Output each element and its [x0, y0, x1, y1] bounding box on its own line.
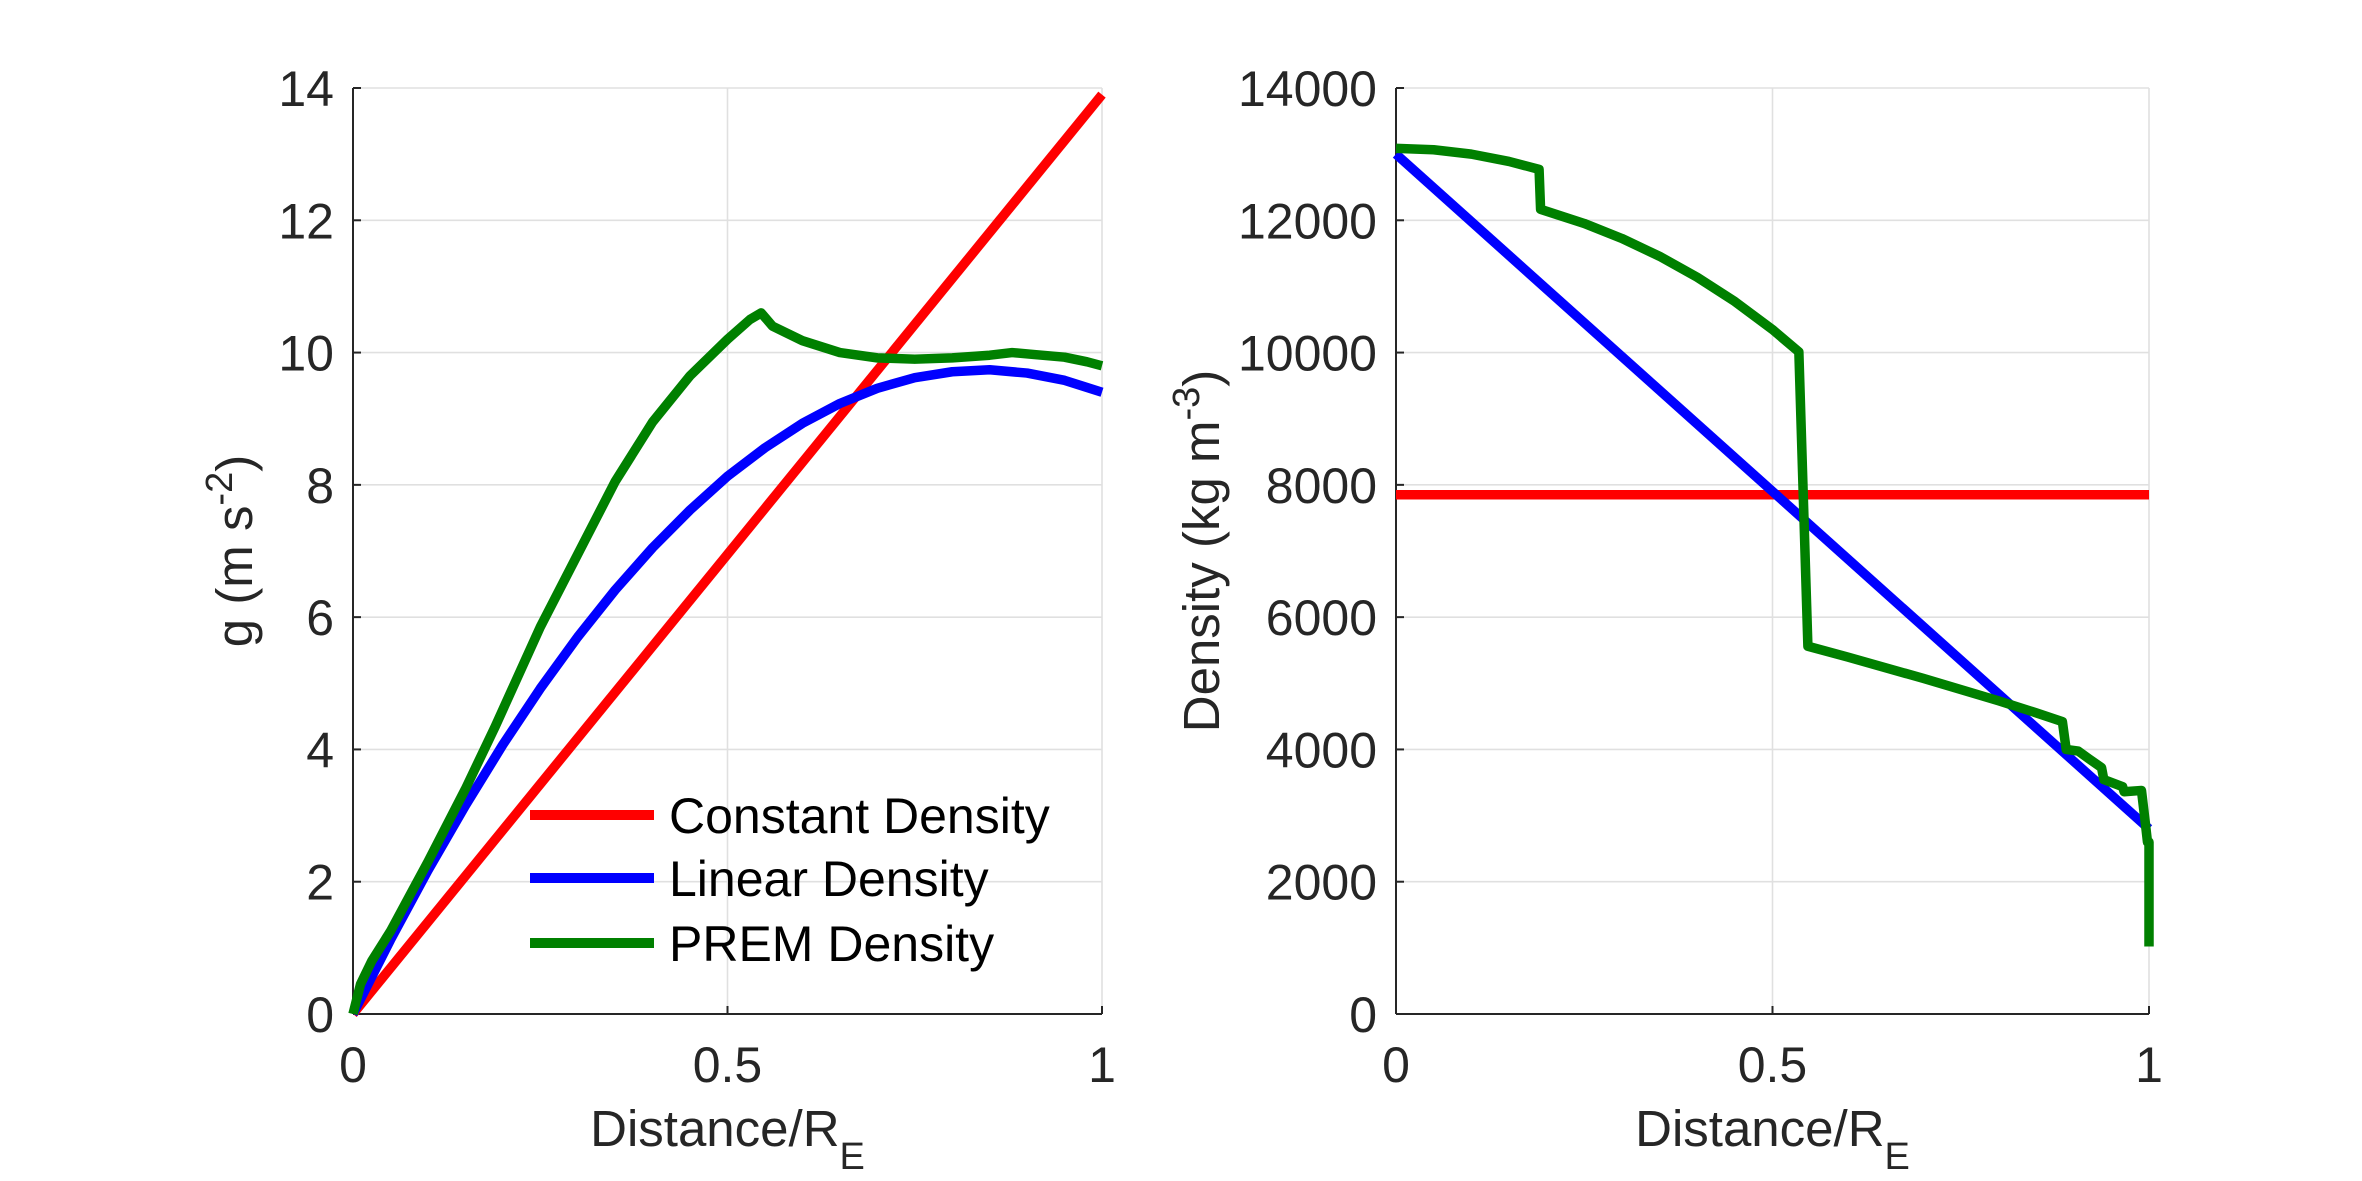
density-axes: 0 0.5 1 0 2000 4000 6000 8000 10000 12000 14000 Di…: [1166, 61, 2163, 1178]
gravity-x-tick-label: 0.5: [693, 1037, 763, 1093]
gravity-x-tick-label: 0: [339, 1037, 367, 1093]
x-axis-label-text: Distance/R: [590, 1100, 839, 1157]
density-y-tick-label: 8000: [1266, 458, 1377, 514]
gravity-x-tick-label: 1: [1088, 1037, 1116, 1093]
gravity-line-linear-density: [348, 365, 1104, 1017]
legend-label-constant-density: Constant Density: [669, 788, 1050, 844]
density-y-tick-label: 14000: [1238, 61, 1377, 117]
density-ticks: 0 0.5 1 0 2000 4000 6000 8000 10000 12000 14000: [1238, 61, 2163, 1093]
gravity-y-tick-label: 2: [306, 855, 334, 911]
gravity-series: [348, 91, 1106, 1018]
legend-item-linear-density: Linear Density: [530, 851, 989, 907]
gravity-y-tick-label: 12: [278, 193, 334, 249]
legend-label-linear-density: Linear Density: [669, 851, 989, 907]
density-y-tick-label: 6000: [1266, 590, 1377, 646]
gravity-line-constant-density: [349, 91, 1106, 1018]
density-x-tick-label: 1: [2135, 1037, 2163, 1093]
density-y-tick-label: 12000: [1238, 193, 1377, 249]
density-y-axis-label: Density (kg m-3): [1166, 370, 1230, 733]
density-y-tick-label: 0: [1349, 987, 1377, 1043]
gravity-y-tick-label: 10: [278, 326, 334, 382]
x-axis-label-subscript: E: [840, 1136, 865, 1178]
density-grid: [1396, 87, 2150, 1014]
y-axis-label-superscript: -3: [1166, 387, 1208, 421]
legend-label-prem-density: PREM Density: [669, 916, 994, 972]
legend: Constant Density Linear Density PREM Den…: [530, 788, 1050, 972]
density-y-tick-label: 2000: [1266, 855, 1377, 911]
density-y-tick-label: 4000: [1266, 722, 1377, 778]
legend-item-constant-density: Constant Density: [530, 788, 1050, 844]
gravity-y-tick-label: 4: [306, 722, 334, 778]
density-series: [1392, 143, 2154, 947]
x-axis-label-text: Distance/R: [1635, 1100, 1884, 1157]
gravity-y-axis-label: g (m s-2): [199, 455, 263, 647]
gravity-y-tick-label: 0: [306, 987, 334, 1043]
gravity-y-tick-label: 14: [278, 61, 334, 117]
gravity-line-prem-density: [348, 308, 1104, 1016]
legend-item-prem-density: PREM Density: [530, 916, 994, 972]
gravity-y-tick-label: 8: [306, 458, 334, 514]
y-axis-label-suffix: ): [206, 455, 263, 472]
y-axis-label-superscript: -2: [199, 472, 241, 506]
density-line-prem-density: [1395, 143, 2154, 947]
density-x-tick-label: 0: [1382, 1037, 1410, 1093]
density-x-axis-label: Distance/RE: [1635, 1100, 1910, 1178]
gravity-y-tick-label: 6: [306, 590, 334, 646]
y-axis-label-text: g (m s: [206, 506, 263, 648]
gravity-x-axis-label: Distance/RE: [590, 1100, 865, 1178]
density-line-linear-density: [1392, 150, 2153, 833]
density-x-tick-label: 0.5: [1738, 1037, 1808, 1093]
y-axis-label-suffix: ): [1173, 370, 1230, 387]
y-axis-label-text: Density (kg m: [1173, 421, 1230, 733]
density-y-tick-label: 10000: [1238, 326, 1377, 382]
x-axis-label-subscript: E: [1885, 1136, 1910, 1178]
